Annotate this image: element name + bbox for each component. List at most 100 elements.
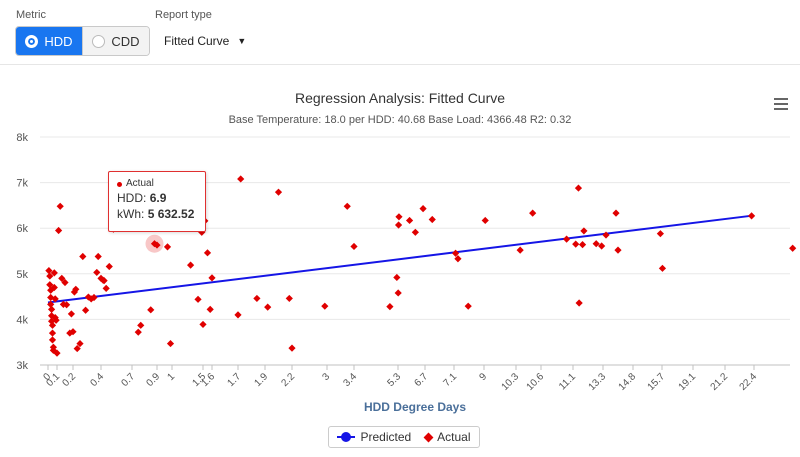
actual-point <box>612 209 620 217</box>
line-marker-icon <box>337 432 356 442</box>
x-tick-label: 1 <box>165 371 177 383</box>
actual-point <box>199 320 207 329</box>
x-tick-label: 0.4 <box>89 371 107 389</box>
actual-point <box>48 305 56 313</box>
x-tick-label: 9 <box>477 371 489 383</box>
actual-point <box>394 289 402 297</box>
actual-point <box>102 284 110 292</box>
x-tick-label: 3 <box>320 371 332 383</box>
actual-point <box>602 231 610 239</box>
x-tick-label: 21.2 <box>709 371 731 393</box>
actual-point <box>394 221 403 229</box>
actual-point <box>100 277 108 285</box>
actual-point <box>163 243 172 251</box>
actual-point <box>789 244 797 252</box>
actual-point <box>79 252 87 261</box>
actual-point <box>386 303 394 311</box>
metric-option-cdd[interactable]: CDD <box>82 27 149 55</box>
x-tick-label: 1.9 <box>253 371 271 389</box>
actual-point <box>48 336 57 344</box>
actual-point <box>575 299 583 307</box>
actual-point <box>288 344 296 352</box>
actual-point <box>147 306 155 314</box>
actual-point <box>166 339 175 348</box>
actual-point <box>598 242 606 250</box>
y-tick-label: 3k <box>16 360 28 372</box>
predicted-line <box>47 214 755 304</box>
y-tick-label: 8k <box>16 132 28 144</box>
actual-point <box>578 241 587 249</box>
report-type-value: Fitted Curve <box>164 34 230 48</box>
legend-label: Predicted <box>360 430 412 444</box>
actual-point <box>153 241 161 249</box>
actual-point <box>137 321 145 329</box>
actual-point <box>48 312 56 320</box>
metric-toggle-group: HDD CDD <box>15 26 150 56</box>
actual-point <box>208 274 216 282</box>
tooltip-y-label: kWh: <box>117 207 145 221</box>
actual-point <box>350 242 358 251</box>
x-tick-label: 13.3 <box>587 371 609 393</box>
legend-item-predicted[interactable]: Predicted <box>337 430 411 444</box>
actual-point <box>395 213 403 221</box>
x-tick-label: 0.7 <box>120 371 138 389</box>
actual-point <box>90 293 98 302</box>
actual-point <box>428 215 436 224</box>
actual-point <box>76 339 84 348</box>
tooltip-y-row: kWh: 5 632.52 <box>117 206 197 222</box>
actual-point <box>321 302 329 310</box>
actual-point <box>55 226 63 235</box>
actual-point <box>51 313 59 322</box>
metric-option-label: HDD <box>44 33 73 49</box>
metric-label: Metric <box>16 9 46 21</box>
controls-bar: Metric Report type HDD CDD Fitted Curve … <box>0 0 800 64</box>
chart-legend: Predicted Actual <box>328 426 480 448</box>
actual-point <box>72 285 80 293</box>
actual-point <box>69 328 77 336</box>
x-tick-label: 1.7 <box>226 371 244 389</box>
actual-point <box>747 212 756 220</box>
report-type-select[interactable]: Fitted Curve ▼ <box>155 29 255 53</box>
x-tick-label: 22.4 <box>738 371 760 393</box>
actual-point <box>93 268 101 277</box>
actual-point <box>264 303 272 311</box>
actual-point <box>53 349 61 357</box>
actual-point <box>343 202 351 210</box>
actual-point <box>56 202 64 210</box>
actual-point <box>46 281 54 289</box>
chart-title: Regression Analysis: Fitted Curve <box>294 90 506 106</box>
actual-point <box>94 252 102 261</box>
x-tick-label: 10.3 <box>500 371 522 393</box>
metric-option-hdd[interactable]: HDD <box>16 27 82 55</box>
tooltip-x-row: HDD: 6.9 <box>117 190 197 206</box>
tooltip-x-label: HDD: <box>117 191 147 205</box>
actual-point <box>529 209 537 217</box>
actual-point <box>285 294 293 303</box>
actual-point <box>563 235 571 243</box>
tooltip-series-name: Actual <box>126 178 154 189</box>
actual-point <box>61 278 69 287</box>
actual-point <box>574 184 583 192</box>
actual-point <box>481 216 489 225</box>
actual-point <box>405 216 414 225</box>
radio-selected-icon <box>25 34 39 48</box>
radio-unselected-icon <box>92 34 106 48</box>
tooltip-dot-icon <box>117 181 122 187</box>
actual-point <box>187 261 195 269</box>
actual-point <box>49 346 57 355</box>
actual-point <box>580 227 588 235</box>
actual-point <box>572 240 580 248</box>
x-tick-label: 7.1 <box>442 371 460 389</box>
hamburger-menu-icon[interactable] <box>774 98 788 110</box>
caret-down-icon: ▼ <box>237 36 247 46</box>
actual-point <box>63 301 71 309</box>
actual-point <box>274 188 283 196</box>
x-tick-label: 14.8 <box>617 371 639 393</box>
actual-point <box>237 175 245 183</box>
actual-point <box>411 228 419 236</box>
actual-point <box>50 269 58 277</box>
x-tick-label: 19.1 <box>677 371 699 393</box>
x-axis-title: HDD Degree Days <box>364 400 466 414</box>
divider <box>0 64 800 65</box>
legend-item-actual[interactable]: Actual <box>423 430 471 444</box>
